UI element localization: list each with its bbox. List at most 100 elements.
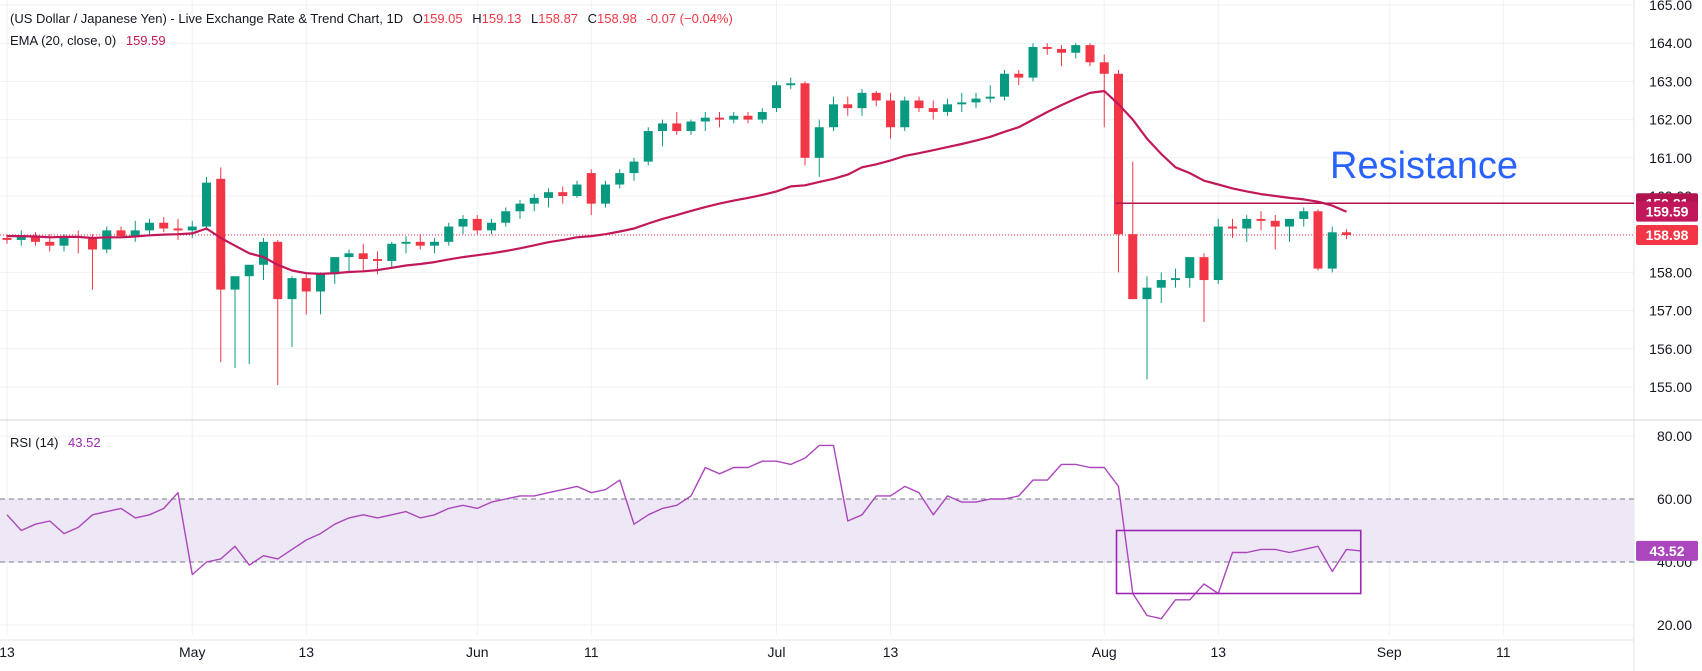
high-label: H [472,11,482,26]
candle [316,272,325,315]
candle [1142,276,1152,380]
time-tick-label: 13 [0,644,15,660]
candle [159,217,169,233]
time-tick-label: Aug [1092,644,1117,660]
candle-body [629,161,639,174]
price-badge-text: 159.59 [1646,204,1689,220]
high-value: 159.13 [481,11,522,26]
candle-body [1327,232,1337,269]
resistance-label: Resistance [1330,145,1518,187]
candle [1085,43,1095,67]
price-badge-text: 158.98 [1646,227,1689,243]
candle [16,230,26,246]
candle [1327,226,1337,273]
price-badge-bg [1636,224,1698,245]
candle [31,232,40,246]
candle-body [444,226,454,242]
candle [102,226,112,254]
candle-body [102,230,112,250]
candle-body [601,184,610,204]
candle [273,239,283,386]
candle [145,218,154,237]
candle [330,257,340,284]
candle-body [88,238,97,250]
candle-body [1285,218,1294,227]
candle-body [1142,287,1152,300]
candle [301,274,311,315]
ema-legend: EMA (20, close, 0) 159.59 [10,33,166,48]
candle-body [202,182,211,227]
candle-body [31,236,40,242]
candle [1057,45,1066,67]
price-badge: 159.59 [1636,201,1698,222]
price-tick-label: 155.00 [1649,379,1692,395]
candle-body [572,184,582,196]
candle-body [387,243,397,261]
candle [173,218,183,240]
candle [658,119,667,147]
candle-body [1242,218,1252,229]
candle [1028,43,1038,82]
candle [1042,43,1052,55]
candle-body [1228,226,1237,229]
candle-body [45,241,55,246]
low-value: 158.87 [538,11,579,26]
candle [1213,218,1223,284]
candle [216,167,226,363]
candle-body [415,241,425,246]
candle-body [16,236,26,240]
candle [1128,161,1138,300]
candle [515,199,525,219]
candle-body [330,257,340,275]
time-tick-label: 13 [298,644,314,660]
candle-body [173,228,183,231]
candle [928,100,938,120]
rsi-badge-bg [1636,540,1698,561]
symbol-legend: (US Dollar / Japanese Yen) - Live Exchan… [10,11,733,26]
symbol-title: (US Dollar / Japanese Yen) - Live Exchan… [10,11,404,26]
candle [700,111,710,132]
candle-body [1042,47,1052,49]
candle [800,81,810,166]
candle-body [743,115,753,120]
candle-body [145,222,154,231]
candle-body [658,123,667,132]
rsi-highlight-box [1115,529,1362,595]
candle [444,222,454,246]
candle [387,241,397,269]
rsi-legend: RSI (14) 43.52 [10,435,101,450]
candle [672,111,682,135]
change-value: -0.07 (−0.04%) [646,11,733,26]
price-axis: 155.00156.00157.00158.00159.00160.00161.… [1649,0,1692,395]
candle [401,236,411,254]
candle [786,77,796,90]
candle-body [800,83,810,158]
candle-body [985,96,995,99]
time-tick-label: Jul [768,644,786,660]
candle-body [244,264,254,277]
candles [2,43,1351,386]
time-tick-label: Jun [466,644,489,660]
candle [1185,257,1195,288]
candle-body [943,104,952,112]
candle-body [344,253,354,258]
candle-body [401,241,411,244]
rsi-legend-label: RSI (14) [10,435,59,450]
low-label: L [531,11,539,26]
price-tick-label: 158.00 [1649,264,1692,280]
candle [287,276,297,347]
candle [1156,272,1166,303]
candle [601,180,610,208]
candle-body [700,117,710,122]
candle-body [757,111,767,120]
rsi-tick-label: 80.00 [1657,428,1692,444]
price-tick-label: 165.00 [1649,0,1692,13]
candle-body [786,83,796,86]
candle-body [1171,278,1180,281]
candle [244,264,254,365]
candle-body [558,192,568,196]
price-tick-label: 164.00 [1649,35,1692,51]
candle-body [501,211,511,223]
